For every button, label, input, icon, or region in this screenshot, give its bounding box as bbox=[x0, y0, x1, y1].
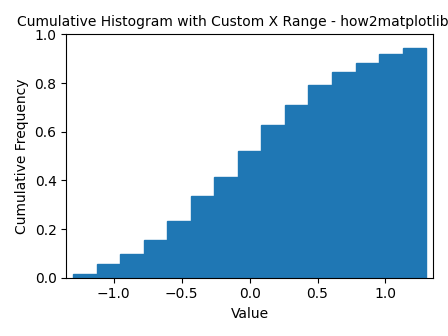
Bar bbox=[285, 106, 309, 278]
Bar bbox=[238, 151, 262, 278]
Bar bbox=[309, 85, 332, 278]
Bar bbox=[97, 264, 120, 278]
X-axis label: Value: Value bbox=[231, 307, 269, 321]
Bar bbox=[214, 177, 238, 278]
Bar bbox=[379, 54, 403, 278]
Bar bbox=[262, 125, 285, 278]
Bar bbox=[144, 241, 167, 278]
Bar bbox=[167, 221, 191, 278]
Bar bbox=[120, 254, 144, 278]
Bar bbox=[73, 274, 97, 278]
Bar bbox=[403, 48, 426, 278]
Title: Cumulative Histogram with Custom X Range - how2matplotlib.com: Cumulative Histogram with Custom X Range… bbox=[17, 15, 448, 29]
Bar bbox=[191, 197, 214, 278]
Bar bbox=[356, 63, 379, 278]
Bar bbox=[332, 72, 356, 278]
Y-axis label: Cumulative Frequency: Cumulative Frequency bbox=[15, 78, 29, 234]
